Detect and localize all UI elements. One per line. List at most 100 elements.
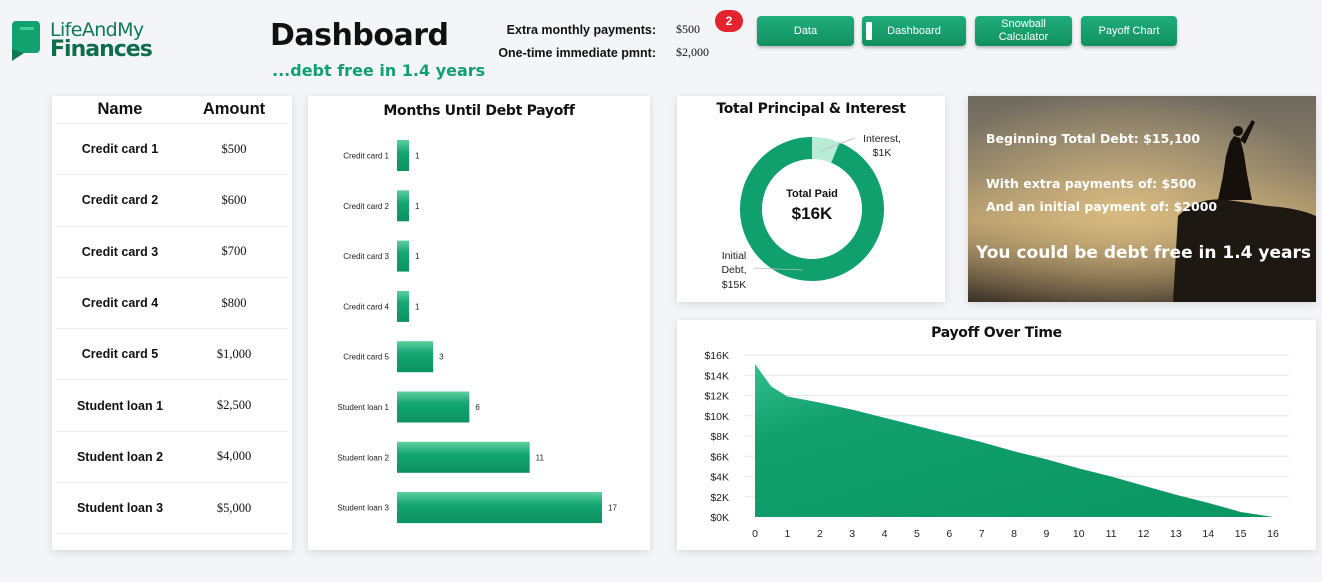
extra-payment-label: Extra monthly payments: [506, 22, 656, 37]
debt-label-line2: Debt, [721, 264, 746, 276]
table-row: Student loan 3 $5,000 [56, 483, 288, 535]
y-tick-label: $4K [710, 472, 729, 484]
bar-category-label: Credit card 3 [343, 252, 389, 261]
bar [397, 341, 434, 373]
x-tick-label: 10 [1073, 528, 1085, 540]
summary-line1: Beginning Total Debt: $15,100 [986, 131, 1201, 146]
debt-amount: $4,000 [216, 449, 252, 464]
onetime-payment-label: One-time immediate pmnt: [498, 45, 656, 60]
x-tick-label: 11 [1106, 528, 1117, 540]
step-badge: 2 [715, 10, 743, 32]
bar-category-label: Student loan 2 [337, 453, 389, 462]
donut-center-value: $16K [792, 204, 833, 223]
y-tick-label: $2K [710, 492, 729, 504]
x-tick-label: 13 [1170, 528, 1182, 540]
donut-slice [812, 137, 840, 163]
debt-amount: $500 [221, 141, 247, 156]
summary-line2: With extra payments of: $500 [986, 176, 1197, 191]
debt-amount: $2,500 [216, 398, 252, 413]
table-row: Credit card 1 $500 [56, 124, 288, 176]
table-row: Student loan 1 $2,500 [56, 380, 288, 432]
debt-label-line3: $15K [722, 279, 747, 291]
bar-category-label: Credit card 2 [343, 202, 389, 211]
x-tick-label: 5 [914, 528, 920, 540]
page-title: Dashboard [270, 18, 449, 53]
debt-label-line1: Initial [722, 250, 747, 262]
debt-table-card: Name Amount Credit card 1 $500 Credit card… [52, 96, 292, 550]
x-tick-label: 0 [752, 528, 758, 540]
debt-name: Student loan 3 [76, 501, 164, 516]
x-tick-label: 15 [1235, 528, 1247, 540]
table-row: Credit card 5 $1,000 [56, 329, 288, 381]
bar-value-label: 1 [415, 302, 420, 311]
bar-value-label: 1 [415, 152, 420, 161]
y-tick-label: $12K [704, 391, 729, 403]
x-tick-label: 4 [882, 528, 888, 540]
data-button[interactable]: Data [757, 16, 854, 46]
logo-mark-icon [10, 19, 42, 61]
x-tick-label: 16 [1267, 528, 1279, 540]
table-row: Student loan 2 $4,000 [56, 432, 288, 484]
climber-silhouette [968, 96, 1316, 302]
principal-interest-title: Total Principal & Interest [716, 101, 906, 117]
debt-name: Credit card 2 [81, 193, 159, 208]
bar [397, 492, 602, 524]
debt-amount: $600 [221, 192, 247, 207]
table-row: Credit card 3 $700 [56, 227, 288, 278]
months-payoff-chart: Credit card 1 1 Credit card 2 1 Credit card … [337, 140, 617, 524]
snowball-calculator-button[interactable]: Snowball Calculator [975, 16, 1072, 46]
payment-inputs: Extra monthly payments: $500 One-time im… [470, 10, 743, 64]
brand-logo: LifeAndMy Finances [10, 16, 170, 64]
debt-amount: $800 [221, 295, 247, 310]
bar-category-label: Student loan 1 [337, 403, 389, 412]
bar-value-label: 1 [415, 202, 420, 211]
x-tick-label: 9 [1043, 528, 1049, 540]
principal-interest-card: Total Principal & Interest Interest, $1K I… [677, 96, 945, 302]
debt-name: Credit card 1 [81, 142, 159, 157]
x-tick-label: 7 [979, 528, 985, 540]
bar [397, 140, 410, 171]
x-tick-label: 3 [849, 528, 855, 540]
y-tick-label: $6K [710, 451, 729, 463]
bar-category-label: Credit card 4 [343, 302, 389, 311]
debt-name: Credit card 4 [81, 296, 159, 311]
y-tick-label: $10K [704, 411, 729, 423]
bar [397, 240, 410, 272]
x-tick-label: 2 [817, 528, 823, 540]
debt-amount: $5,000 [216, 500, 252, 515]
brand-line2: Finances [50, 37, 153, 62]
snowball-label-line1: Snowball [1001, 18, 1046, 30]
debt-name: Credit card 3 [81, 244, 159, 259]
dashboard-button[interactable]: Dashboard [862, 16, 966, 46]
payoff-time-title: Payoff Over Time [931, 325, 1062, 341]
brand-line1: LifeAndMy [50, 19, 144, 41]
summary-image-card: Beginning Total Debt: $15,100 With extra… [968, 96, 1316, 302]
donut-slice [740, 137, 884, 281]
onetime-payment-value[interactable]: $2,000 [676, 45, 709, 59]
interest-leader-line [820, 137, 856, 152]
bar-category-label: Student loan 3 [337, 504, 389, 513]
bar-value-label: 3 [439, 353, 444, 362]
bar [397, 190, 410, 222]
payoff-chart-button[interactable]: Payoff Chart [1081, 16, 1177, 46]
summary-line3: And an initial payment of: $2000 [986, 199, 1218, 214]
y-tick-label: $14K [704, 370, 729, 382]
col-amount-header: Amount [202, 100, 266, 118]
debt-table-header: Name Amount [56, 96, 288, 124]
principal-interest-chart: Interest, $1K Initial Debt, $15K Total Paid $1… [721, 133, 901, 291]
y-tick-label: $8K [710, 431, 729, 443]
x-tick-label: 14 [1202, 528, 1214, 540]
debt-amount: $700 [221, 244, 247, 259]
interest-label-line2: $1K [873, 147, 892, 159]
extra-payment-value[interactable]: $500 [676, 22, 700, 36]
payoff-area [755, 364, 1273, 517]
months-payoff-title: Months Until Debt Payoff [383, 103, 575, 119]
x-tick-label: 8 [1011, 528, 1017, 540]
bar-category-label: Credit card 5 [343, 353, 389, 362]
page-subtitle: ...debt free in 1.4 years [272, 61, 486, 80]
debt-name: Student loan 2 [76, 449, 164, 464]
bar [397, 290, 410, 322]
summary-line4: You could be debt free in 1.4 years [976, 243, 1311, 263]
